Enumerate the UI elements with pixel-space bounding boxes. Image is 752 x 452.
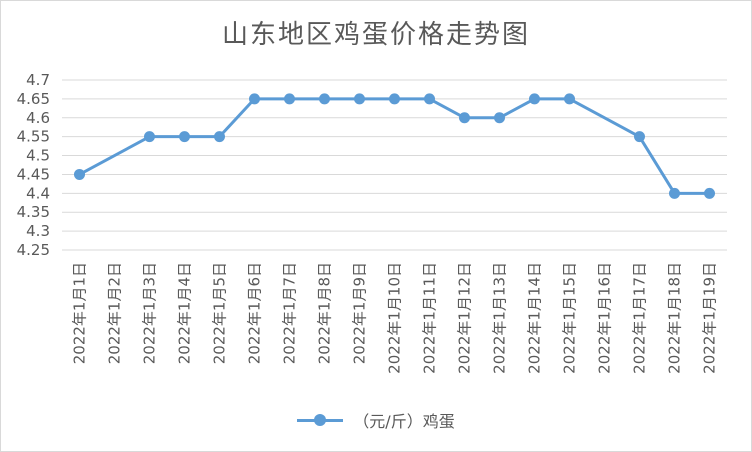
y-tick-label: 4.4 [26,184,50,202]
data-point [319,93,330,105]
legend: （元/斤）鸡蛋 [0,407,752,433]
data-point [704,187,715,199]
y-tick-label: 4.25 [17,241,50,259]
x-tick-label: 2022年1月10日 [386,262,404,374]
x-tick-label: 2022年1月13日 [491,262,509,374]
y-tick-label: 4.6 [26,109,50,127]
y-axis-ticks: 4.254.34.354.44.454.54.554.64.654.7 [17,71,50,259]
x-tick-label: 2022年1月9日 [351,262,369,364]
x-tick-label: 2022年1月11日 [421,262,439,374]
data-point [144,131,155,143]
data-point [634,131,645,143]
data-point [249,93,260,105]
series-layer [74,93,715,199]
data-point [179,131,190,143]
y-tick-label: 4.5 [26,147,50,165]
grid-layer [62,79,727,251]
y-tick-label: 4.55 [17,128,50,146]
data-point [214,131,225,143]
data-point [354,93,365,105]
series-line [78,97,710,195]
data-point [669,187,680,199]
x-tick-label: 2022年1月5日 [211,262,229,364]
y-tick-label: 4.7 [26,71,50,89]
data-point [424,93,435,105]
x-tick-label: 2022年1月3日 [141,262,159,364]
x-tick-label: 2022年1月14日 [526,262,544,374]
x-tick-label: 2022年1月17日 [631,262,649,374]
x-tick-label: 2022年1月12日 [456,262,474,374]
x-tick-label: 2022年1月15日 [561,262,579,374]
x-tick-label: 2022年1月16日 [596,262,614,374]
x-tick-label: 2022年1月18日 [666,262,684,374]
data-point [494,112,505,124]
data-point [564,93,575,105]
x-tick-label: 2022年1月1日 [71,262,89,364]
x-tick-label: 2022年1月4日 [176,262,194,364]
x-axis-ticks: 2022年1月1日 2022年1月2日 2022年1月3日 2022年1月4日 2022… [71,262,719,374]
data-point [389,93,400,105]
data-point [459,112,470,124]
data-point [529,93,540,105]
legend-swatch [297,410,344,430]
x-tick-label: 2022年1月19日 [701,262,719,374]
legend-label: （元/斤）鸡蛋 [353,412,455,431]
x-tick-label: 2022年1月6日 [246,262,264,364]
data-point [284,93,295,105]
x-tick-label: 2022年1月8日 [316,262,334,364]
data-point [74,168,85,180]
x-tick-label: 2022年1月7日 [281,262,299,364]
y-tick-label: 4.45 [17,165,50,183]
y-tick-label: 4.65 [17,90,50,108]
chart-title: 山东地区鸡蛋价格走势图 [221,20,530,50]
y-tick-label: 4.3 [26,222,50,240]
x-tick-label: 2022年1月2日 [106,262,124,364]
y-tick-label: 4.35 [17,203,50,221]
